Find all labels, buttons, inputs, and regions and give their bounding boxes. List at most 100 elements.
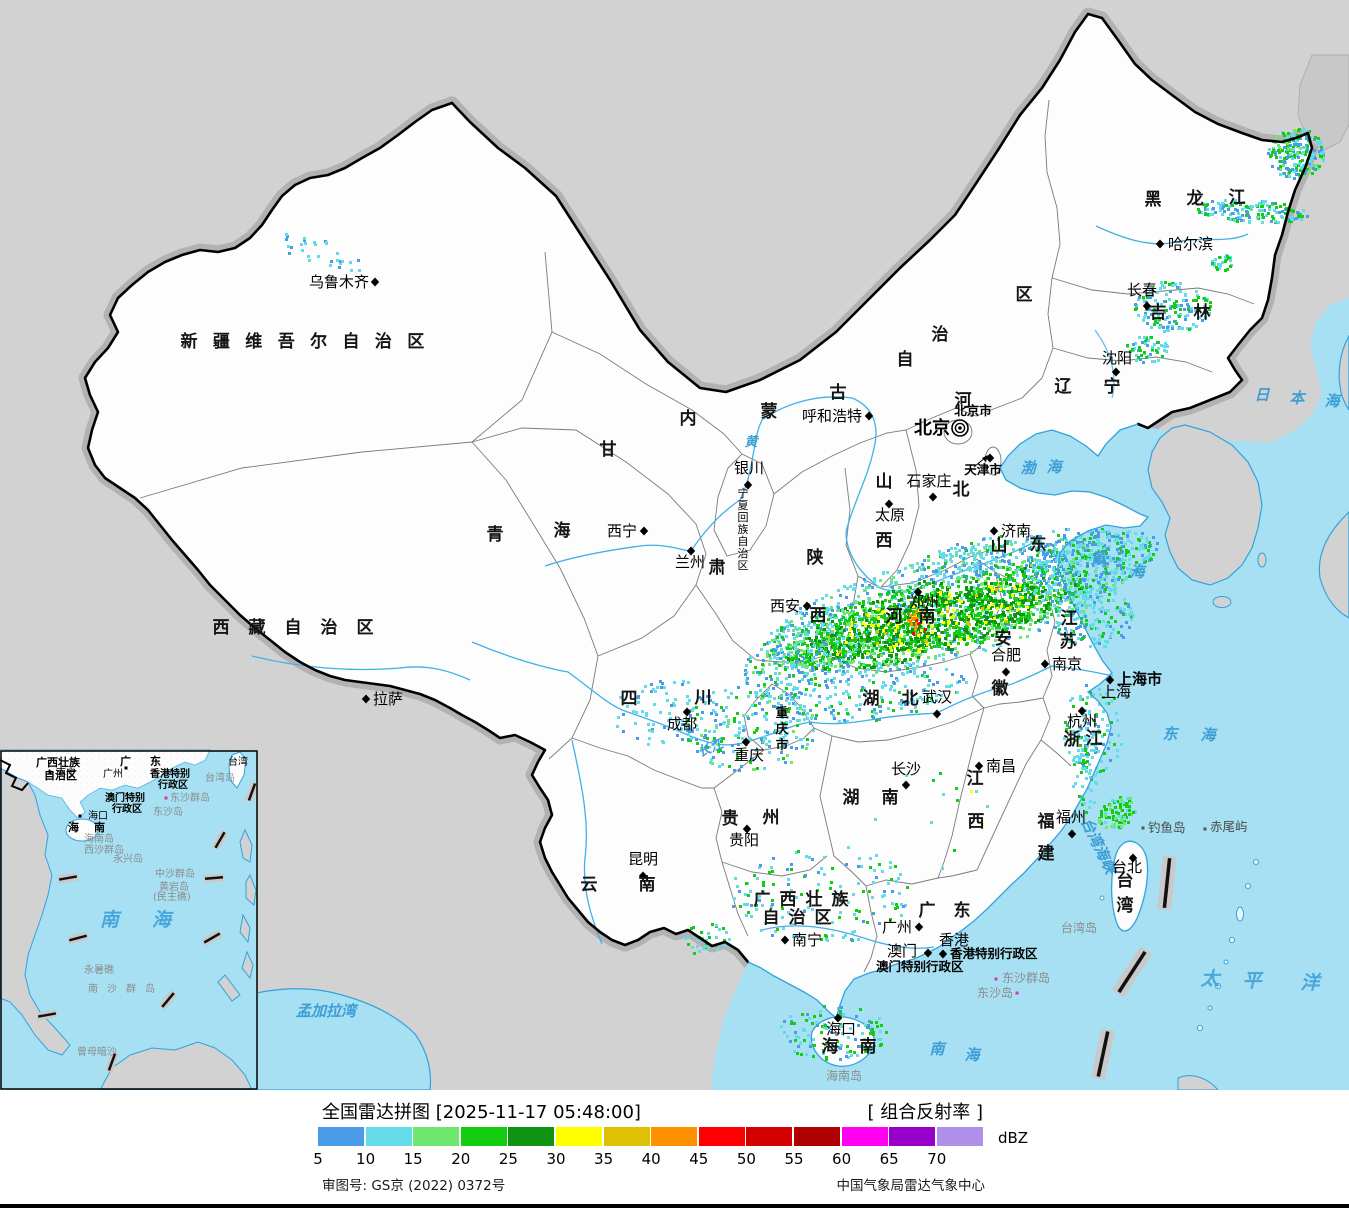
radar-echo-cell bbox=[688, 725, 691, 728]
radar-echo-cell bbox=[794, 643, 797, 646]
radar-echo-cell bbox=[904, 622, 907, 625]
radar-echo-cell bbox=[1274, 151, 1277, 154]
radar-echo-cell bbox=[894, 629, 897, 632]
radar-echo-cell bbox=[900, 592, 903, 595]
radar-echo-cell bbox=[799, 640, 802, 643]
radar-echo-cell bbox=[957, 567, 960, 570]
radar-echo-cell bbox=[1010, 624, 1013, 627]
radar-echo-cell bbox=[1304, 170, 1307, 173]
radar-echo-cell bbox=[1025, 564, 1028, 567]
radar-echo-cell bbox=[1097, 540, 1100, 543]
radar-echo-cell bbox=[1178, 286, 1181, 289]
radar-echo-cell bbox=[796, 719, 799, 722]
radar-echo-cell bbox=[1293, 129, 1296, 132]
radar-echo-cell bbox=[1190, 307, 1193, 310]
radar-echo-cell bbox=[1116, 719, 1119, 722]
radar-echo-cell bbox=[912, 662, 915, 665]
radar-echo-cell bbox=[979, 621, 982, 624]
radar-echo-cell bbox=[1143, 351, 1146, 354]
radar-echo-cell bbox=[838, 646, 841, 649]
radar-echo-cell bbox=[787, 657, 790, 660]
radar-echo-cell bbox=[868, 621, 871, 624]
radar-echo-cell bbox=[1128, 799, 1131, 802]
radar-echo-cell bbox=[940, 642, 943, 645]
radar-echo-cell bbox=[938, 638, 941, 641]
radar-echo-cell bbox=[1055, 610, 1058, 613]
radar-echo-cell bbox=[1027, 617, 1030, 620]
radar-echo-cell bbox=[1080, 543, 1083, 546]
radar-echo-cell bbox=[870, 637, 873, 640]
radar-echo-cell bbox=[1022, 548, 1025, 551]
radar-echo-cell bbox=[1109, 535, 1112, 538]
radar-echo-cell bbox=[1016, 566, 1019, 569]
radar-echo-cell bbox=[853, 630, 856, 633]
radar-echo-cell bbox=[977, 543, 980, 546]
radar-echo-cell bbox=[1161, 355, 1164, 358]
radar-echo-cell bbox=[1111, 809, 1114, 812]
radar-echo-cell bbox=[1274, 202, 1277, 205]
radar-echo-cell bbox=[1141, 554, 1144, 557]
radar-echo-cell bbox=[1089, 800, 1092, 803]
radar-echo-cell bbox=[1076, 578, 1079, 581]
radar-echo-cell bbox=[802, 712, 805, 715]
radar-echo-cell bbox=[896, 641, 899, 644]
radar-echo-cell bbox=[980, 583, 983, 586]
luzon-tip bbox=[1177, 1075, 1219, 1090]
radar-echo-cell bbox=[1103, 733, 1106, 736]
radar-echo-cell bbox=[1299, 147, 1302, 150]
radar-echo-cell bbox=[1283, 161, 1286, 164]
radar-echo-cell bbox=[754, 712, 757, 715]
radar-echo-cell bbox=[1125, 805, 1128, 808]
radar-echo-cell bbox=[994, 558, 997, 561]
radar-echo-cell bbox=[947, 620, 950, 623]
radar-echo-cell bbox=[1314, 157, 1317, 160]
radar-echo-cell bbox=[1005, 573, 1008, 576]
radar-echo-cell bbox=[1318, 150, 1321, 153]
radar-echo-cell bbox=[1116, 606, 1119, 609]
radar-echo-cell bbox=[843, 585, 846, 588]
radar-echo-cell bbox=[1195, 290, 1198, 293]
radar-echo-cell bbox=[1165, 344, 1168, 347]
radar-echo-cell bbox=[889, 662, 892, 665]
radar-echo-cell bbox=[674, 698, 677, 701]
radar-echo-cell bbox=[876, 638, 879, 641]
radar-echo-cell bbox=[681, 723, 684, 726]
radar-echo-cell bbox=[813, 623, 816, 626]
radar-echo-cell bbox=[796, 628, 799, 631]
radar-echo-cell bbox=[975, 571, 978, 574]
radar-echo-cell bbox=[1080, 617, 1083, 620]
radar-echo-cell bbox=[822, 641, 825, 644]
radar-echo-cell bbox=[753, 731, 756, 734]
radar-echo-cell bbox=[1213, 262, 1216, 265]
radar-echo-cell bbox=[1015, 556, 1018, 559]
radar-echo-cell bbox=[708, 695, 711, 698]
radar-echo-cell bbox=[807, 657, 810, 660]
radar-echo-cell bbox=[827, 652, 830, 655]
radar-echo-cell bbox=[770, 678, 773, 681]
radar-echo-cell bbox=[1229, 213, 1232, 216]
radar-echo-cell bbox=[700, 717, 703, 720]
radar-echo-cell bbox=[1043, 579, 1046, 582]
radar-echo-cell bbox=[807, 650, 810, 653]
radar-echo-cell bbox=[921, 674, 924, 677]
radar-echo-cell bbox=[792, 629, 795, 632]
radar-echo-cell bbox=[926, 593, 929, 596]
radar-echo-cell bbox=[1016, 608, 1019, 611]
radar-echo-cell bbox=[1015, 597, 1018, 600]
radar-echo-cell bbox=[696, 742, 699, 745]
ryukyu-islands bbox=[1197, 859, 1259, 1031]
radar-echo-cell bbox=[1074, 583, 1077, 586]
radar-echo-cell bbox=[986, 632, 989, 635]
radar-echo-cell bbox=[1299, 137, 1302, 140]
radar-echo-cell bbox=[1078, 759, 1081, 762]
radar-echo-cell bbox=[1080, 754, 1083, 757]
radar-echo-cell bbox=[1073, 580, 1076, 583]
radar-echo-cell bbox=[781, 636, 784, 639]
radar-echo-cell bbox=[926, 698, 929, 701]
radar-echo-cell bbox=[1281, 149, 1284, 152]
radar-echo-cell bbox=[985, 587, 988, 590]
radar-echo-cell bbox=[923, 580, 926, 583]
radar-echo-cell bbox=[891, 595, 894, 598]
radar-echo-cell bbox=[1112, 815, 1115, 818]
radar-echo-cell bbox=[730, 692, 733, 695]
